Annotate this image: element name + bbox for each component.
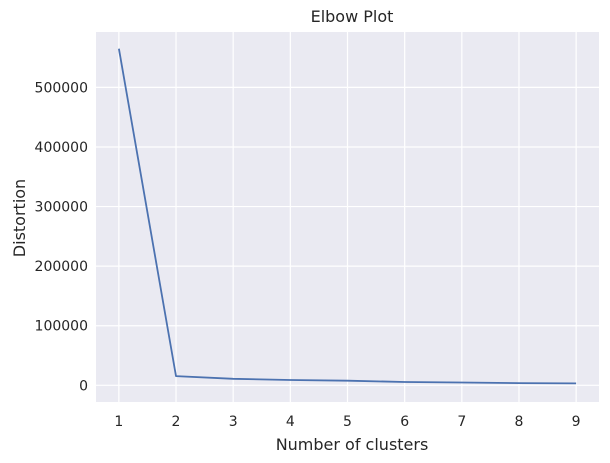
y-tick-label: 300000: [35, 200, 88, 216]
y-tick-label: 500000: [35, 80, 88, 96]
x-axis-label: Number of clusters: [276, 435, 429, 454]
y-tick-label: 100000: [35, 319, 88, 335]
x-tick-label: 4: [286, 414, 295, 430]
chart-title: Elbow Plot: [311, 7, 394, 26]
y-tick-label: 0: [79, 378, 88, 394]
x-tick-labels: 1 2 3 4 5 6 7 8 9: [114, 414, 580, 430]
y-tick-label: 400000: [35, 140, 88, 156]
x-tick-label: 7: [457, 414, 466, 430]
y-axis-label: Distortion: [10, 179, 29, 257]
series-layer: [118, 48, 577, 385]
x-tick-label: 6: [400, 414, 409, 430]
x-tick-label: 8: [515, 414, 524, 430]
x-tick-label: 5: [343, 414, 352, 430]
x-tick-label: 3: [229, 414, 238, 430]
y-tick-labels: 0 100000 200000 300000 400000 500000: [35, 80, 88, 394]
x-tick-label: 1: [114, 414, 123, 430]
y-tick-label: 200000: [35, 259, 88, 275]
x-tick-label: 2: [172, 414, 181, 430]
distortion-line: [118, 48, 577, 385]
x-tick-label: 9: [572, 414, 581, 430]
grid-lines: [96, 32, 599, 402]
